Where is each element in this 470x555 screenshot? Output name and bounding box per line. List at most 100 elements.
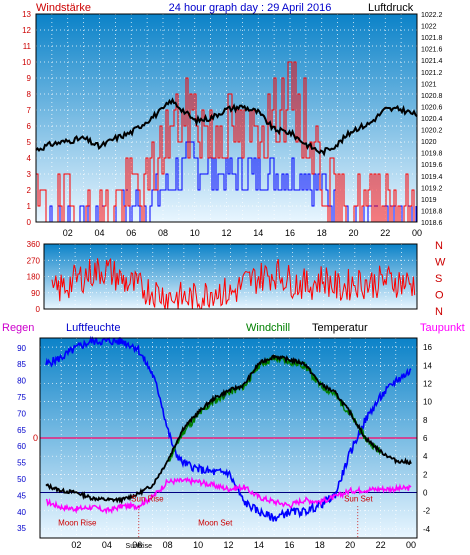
panel1-right-tick-label: 1020 [421, 139, 437, 146]
panel3-right-tick-label: -4 [423, 525, 431, 534]
panel3-right-tick-label: 16 [423, 343, 432, 352]
panel2-tick-label: 90 [31, 289, 40, 298]
panel3-left-tick-label: 90 [17, 344, 26, 353]
panel1-left-tick-label: 6 [27, 122, 32, 131]
panel3-x-tick-label: 08 [163, 540, 173, 550]
panel3-series: Sun Rise Sun Set Moon Rise Moon Set [40, 335, 417, 538]
panel3-left-tick-label: 40 [17, 508, 26, 517]
panel2-tick-label: 270 [27, 256, 41, 265]
panel1-right-tick-label: 1021.8 [421, 35, 443, 42]
panel3-rain-zero-label: 0 [33, 433, 38, 443]
label-dewpoint: Taupunkt [420, 322, 465, 334]
panel3-left-tick-label: 35 [17, 524, 26, 533]
panel1-left-tick-label: 13 [22, 10, 31, 19]
panel1-left-tick-label: 10 [22, 58, 31, 67]
panel1-left-tick-label: 8 [27, 90, 32, 99]
panel3-left-tick-label: 80 [17, 377, 26, 386]
panel1-axes: 0123456789101112131018.61018.810191019.2… [22, 10, 442, 238]
panel1-left-tick-label: 2 [27, 186, 32, 195]
panel1-x-tick-label: 12 [221, 228, 231, 238]
panel1-right-tick-label: 1020.4 [421, 116, 443, 123]
panel1-right-tick-label: 1019.4 [421, 174, 443, 181]
panel3-temperature-line [45, 354, 412, 505]
header-wind-label: Windstärke [36, 2, 91, 14]
panel2-compass-label: N [435, 240, 443, 252]
label-rain: Regen [2, 322, 34, 334]
panel3-frame [39, 337, 418, 539]
panel3-x-tick-label: 06 [132, 540, 142, 550]
panel1-x-tick-label: 00 [412, 228, 422, 238]
label-temperature: Temperatur [312, 322, 368, 334]
header-pressure-label: Luftdruck [368, 2, 414, 14]
panel3-humidity-line [45, 335, 412, 522]
moon-rise-label: Moon Rise [58, 518, 97, 527]
panel3-left-tick-label: 45 [17, 491, 26, 500]
panel3-left-tick-label: 50 [17, 475, 26, 484]
panel1-x-tick-label: 22 [380, 228, 390, 238]
panel1-x-tick-label: 16 [285, 228, 295, 238]
panel1-left-tick-label: 12 [22, 26, 31, 35]
panel2-compass-label: W [435, 257, 446, 269]
panel2-compass-label: O [435, 290, 444, 302]
moon-set-label: Moon Set [198, 518, 233, 527]
panel1-right-tick-label: 1019.2 [421, 185, 443, 192]
panel3-x-tick-label: 20 [345, 540, 355, 550]
panel1-right-tick-label: 1018.8 [421, 208, 443, 215]
panel3-right-tick-label: 2 [423, 470, 428, 479]
panel3-left-tick-label: 60 [17, 442, 26, 451]
panel1-x-tick-label: 06 [126, 228, 136, 238]
panel3-right-tick-label: 4 [423, 452, 428, 461]
panel3-left-tick-label: 70 [17, 409, 26, 418]
panel3-x-tick-label: 02 [71, 540, 81, 550]
panel1-right-tick-label: 1021 [421, 81, 437, 88]
panel3-right-tick-label: 6 [423, 434, 428, 443]
sun-rise-label: Sun Rise [131, 495, 164, 504]
panel3-x-tick-label: 14 [254, 540, 264, 550]
panel3-dewpoint-line [45, 476, 412, 515]
panel1-right-tick-label: 1019 [421, 197, 437, 204]
panel1-x-tick-label: 02 [63, 228, 73, 238]
panel2-frame [43, 243, 418, 310]
panel1-x-tick-label: 10 [190, 228, 200, 238]
panel1-right-tick-label: 1020.2 [421, 128, 443, 135]
panel1-x-tick-label: 18 [317, 228, 327, 238]
sun-set-label: Sun Set [344, 495, 373, 504]
label-humidity: Luftfeuchte [66, 322, 120, 334]
panel3-x-tick-label: 04 [102, 540, 112, 550]
panel1-pressure-line [35, 97, 418, 157]
panel3-left-tick-label: 65 [17, 426, 26, 435]
panel1-left-tick-label: 7 [27, 106, 32, 115]
panel1-left-tick-label: 0 [27, 218, 32, 227]
header-title: 24 hour graph day : 29 April 2016 [169, 2, 332, 14]
panel1-x-tick-label: 08 [158, 228, 168, 238]
panel3-left-tick-label: 75 [17, 393, 26, 402]
panel2-series [51, 257, 416, 310]
panel1-right-tick-label: 1019.6 [421, 162, 443, 169]
panel1-left-tick-label: 4 [27, 154, 32, 163]
panel3-x-tick-label: 12 [223, 540, 233, 550]
sunrise-axis-label: SunRise [126, 543, 153, 550]
panel1-left-tick-label: 11 [23, 42, 32, 51]
panel1-right-tick-label: 1019.8 [421, 151, 443, 158]
panel1-left-tick-label: 5 [27, 138, 32, 147]
panel1-frame [35, 13, 418, 223]
panel2-tick-label: 0 [36, 305, 41, 314]
panel3-right-tick-label: 8 [423, 416, 428, 425]
panel3-right-tick-label: -2 [423, 507, 431, 516]
panel1-right-tick-label: 1021.2 [421, 70, 443, 77]
panel1-right-tick-label: 1021.6 [421, 47, 443, 54]
panel3-right-tick-label: 12 [423, 379, 432, 388]
panel1-left-tick-label: 3 [27, 170, 32, 179]
panel3-x-tick-label: 00 [406, 540, 416, 550]
panel3-x-tick-label: 10 [193, 540, 203, 550]
panel2-compass-label: N [435, 306, 443, 318]
panel2-winddir-line [51, 257, 416, 310]
panel1-right-tick-label: 1020.8 [421, 93, 443, 100]
panel1-left-tick-label: 1 [27, 202, 32, 211]
panel1-x-tick-label: 20 [348, 228, 358, 238]
panel1-right-tick-label: 1020.6 [421, 104, 443, 111]
panel3-x-tick-label: 16 [284, 540, 294, 550]
panel1-right-tick-label: 1018.6 [421, 220, 443, 227]
